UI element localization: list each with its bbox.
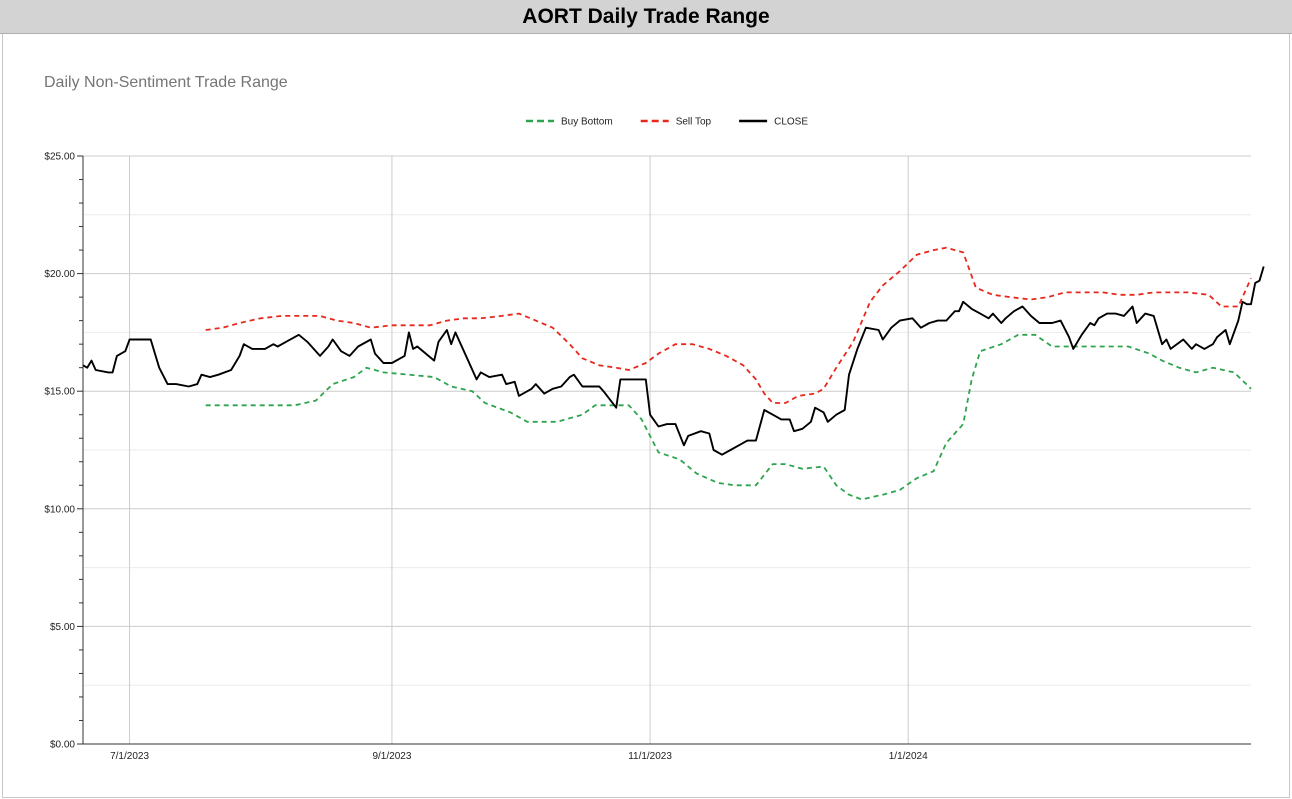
legend-label: CLOSE (774, 117, 808, 128)
legend-item-buy-bottom[interactable]: Buy Bottom (526, 117, 613, 128)
y-tick-label: $20.00 (44, 269, 75, 280)
series-line-close (82, 266, 1265, 456)
y-tick-label: $5.00 (50, 622, 75, 633)
legend-item-sell-top[interactable]: Sell Top (640, 117, 712, 128)
series-line-buy-bottom (205, 333, 1252, 501)
series-line-sell-top (205, 246, 1252, 404)
x-tick-label: 9/1/2023 (372, 751, 411, 762)
legend[interactable]: Buy Bottom Sell Top CLOSE (526, 117, 808, 128)
axis-layer: $0.00 $5.00 $10.00 $15.00 $20.00 $25.00 7/1/20… (44, 152, 1251, 762)
series-layer (82, 246, 1265, 501)
grid-layer (83, 155, 1251, 745)
page-title: AORT Daily Trade Range (522, 4, 770, 28)
y-tick-label: $25.00 (44, 152, 75, 163)
title-bar: AORT Daily Trade Range (0, 0, 1292, 34)
x-tick-label: 1/1/2024 (889, 751, 928, 762)
legend-label: Sell Top (676, 117, 712, 128)
y-tick-label: $0.00 (50, 740, 75, 751)
legend-label: Buy Bottom (561, 117, 613, 128)
y-tick-label: $10.00 (44, 504, 75, 515)
chart-subtitle: Daily Non-Sentiment Trade Range (44, 74, 288, 91)
trade-range-chart: Daily Non-Sentiment Trade Range $0.00 $5.… (44, 74, 1265, 762)
x-tick-label: 7/1/2023 (110, 751, 149, 762)
legend-item-close[interactable]: CLOSE (739, 117, 808, 128)
chart-panel: Daily Non-Sentiment Trade Range $0.00 $5.… (2, 34, 1290, 798)
x-tick-label: 11/1/2023 (628, 751, 672, 762)
y-tick-label: $15.00 (44, 387, 75, 398)
